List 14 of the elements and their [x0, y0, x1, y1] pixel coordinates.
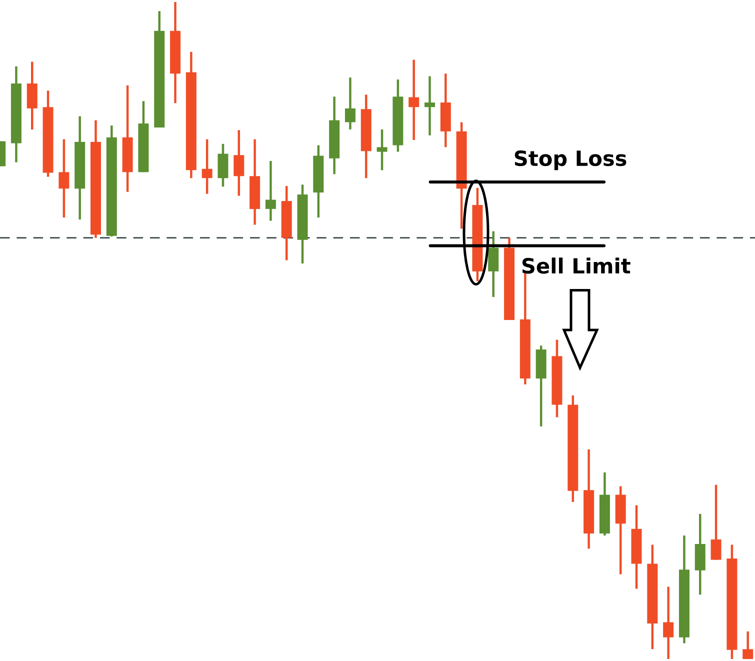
- candlestick: [344, 76, 356, 131]
- candlestick: [265, 160, 276, 222]
- candlestick: [202, 138, 212, 195]
- candlestick: [408, 58, 420, 142]
- candlestick: [234, 128, 244, 197]
- candlestick: [742, 630, 754, 660]
- ref-line-label: Stop Loss: [514, 150, 626, 170]
- candlestick: [424, 75, 435, 136]
- candlestick: [58, 138, 70, 219]
- candlestick: [663, 586, 674, 660]
- candlestick: [710, 484, 722, 561]
- ref-line-label: Sell Limit: [522, 258, 630, 274]
- candlestick: [488, 230, 499, 298]
- candlestick: [376, 128, 388, 172]
